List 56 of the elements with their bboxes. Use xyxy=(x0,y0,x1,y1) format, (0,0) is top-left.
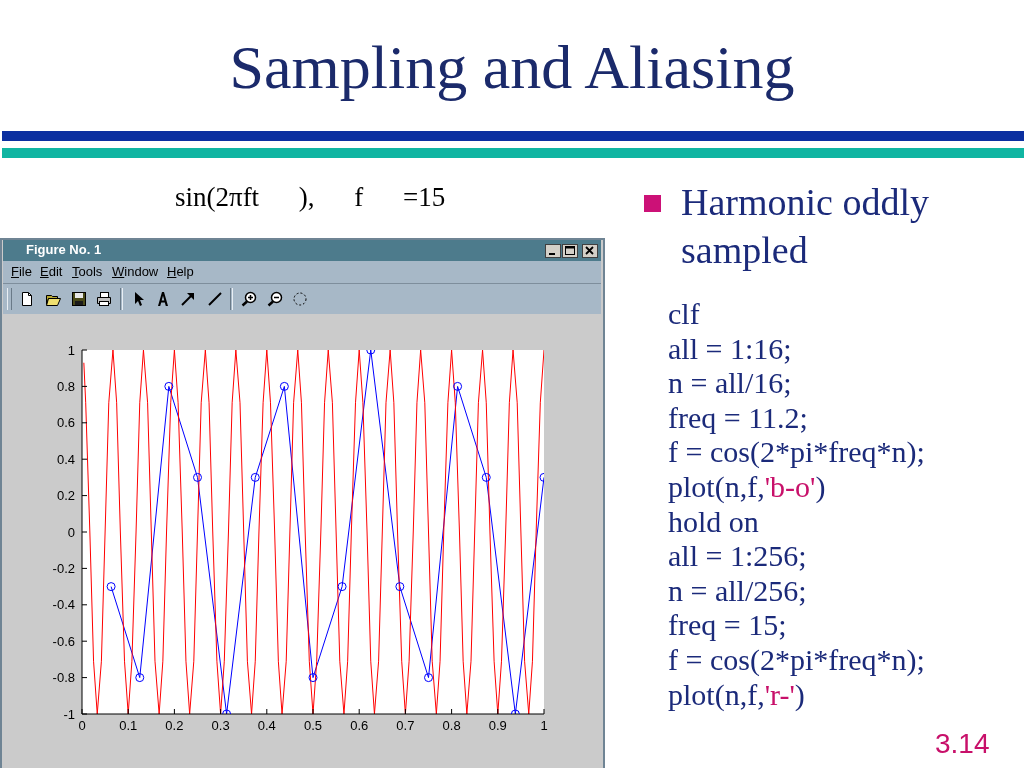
x-tick-label: 0.2 xyxy=(165,718,184,734)
y-tick-label: -1 xyxy=(63,706,75,722)
y-tick-label: 1 xyxy=(67,342,75,358)
chart-subtitle: sin(2πft ), f =15 xyxy=(175,182,446,212)
text: freq = 15; xyxy=(668,608,787,642)
y-tick-label: -0.2 xyxy=(52,561,75,577)
text: Harmonic oddly sampled xyxy=(681,181,930,271)
y-tick-label: 0.4 xyxy=(56,451,75,467)
text: plot(n,f,'b-o') xyxy=(668,469,826,503)
text: 3.14 xyxy=(935,728,990,759)
y-tick-label: 0.8 xyxy=(56,379,75,395)
y-tick-label: 0 xyxy=(67,524,75,540)
text: Help xyxy=(167,264,194,279)
text: hold on xyxy=(668,504,759,538)
text: plot(n,f,'r-') xyxy=(668,677,805,711)
text: File xyxy=(11,264,32,279)
x-tick-label: 0.5 xyxy=(303,718,323,734)
x-tick-label: 0.8 xyxy=(442,718,461,734)
point xyxy=(424,673,433,683)
y-tick-label: -0.6 xyxy=(52,633,75,649)
x-tick-label: 1 xyxy=(540,718,548,734)
point xyxy=(481,472,491,482)
text: f = cos(2*pi*freq*n); xyxy=(668,435,925,469)
point xyxy=(395,582,405,592)
text: Figure No. 1 xyxy=(26,242,102,257)
x-tick-label: 0 xyxy=(78,718,86,734)
point xyxy=(135,673,145,683)
text: all = 1:16; xyxy=(668,331,792,365)
x-tick-label: 0.9 xyxy=(488,718,507,734)
point xyxy=(337,582,347,592)
text: freq = 11.2; xyxy=(668,400,808,434)
y-tick-label: -0.4 xyxy=(52,597,75,613)
point xyxy=(193,472,202,482)
x-tick-label: 0.4 xyxy=(257,718,276,734)
y-tick-label: 0.2 xyxy=(56,488,75,504)
chart-title: Sampling and Aliasing xyxy=(229,33,795,101)
point xyxy=(106,582,116,592)
point xyxy=(250,472,260,482)
x-tick-label: 0.1 xyxy=(119,718,138,734)
text: n = all/256; xyxy=(668,573,807,607)
y-tick-label: 0.6 xyxy=(56,415,75,431)
point xyxy=(453,381,463,391)
text: Window xyxy=(112,264,159,279)
text: all = 1:256; xyxy=(668,539,807,573)
point xyxy=(279,381,289,391)
text: n = all/16; xyxy=(668,366,792,400)
y-tick-label: -0.8 xyxy=(52,670,75,686)
x-tick-label: 0.6 xyxy=(350,718,369,734)
point xyxy=(164,381,174,391)
x-tick-label: 0.3 xyxy=(211,718,230,734)
point xyxy=(308,673,318,683)
text: Edit xyxy=(40,264,63,279)
text: f = cos(2*pi*freq*n); xyxy=(668,642,925,676)
text: Tools xyxy=(72,264,103,279)
x-tick-label: 0.7 xyxy=(396,718,415,734)
text: clf xyxy=(668,297,700,330)
